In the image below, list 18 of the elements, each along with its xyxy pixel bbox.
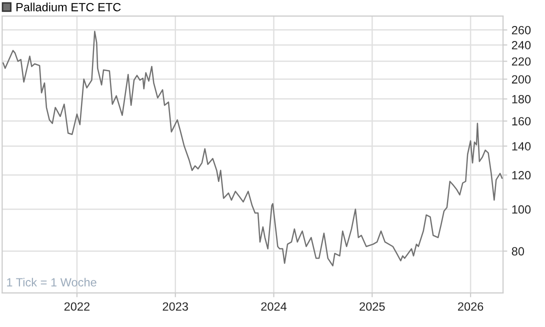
legend-label: Palladium ETC ETC xyxy=(16,2,121,12)
y-tick-label: 120 xyxy=(512,171,531,180)
y-tick-label: 180 xyxy=(512,94,531,104)
y-tick-label: 140 xyxy=(512,142,531,150)
y-tick-label: 240 xyxy=(512,40,531,50)
x-tick-label: 2022 xyxy=(64,302,90,311)
x-tick-label: 2025 xyxy=(360,302,385,311)
x-tick-label: 2026 xyxy=(458,302,484,311)
x-tick-label: 2024 xyxy=(261,302,287,311)
y-tick-label: 260 xyxy=(512,26,531,34)
y-tick-label: 200 xyxy=(512,75,531,84)
y-tick-label: 220 xyxy=(512,57,531,66)
line-series xyxy=(2,30,503,266)
x-tick-label: 2023 xyxy=(162,302,188,311)
annotation: 1 Tick = 1 Woche xyxy=(7,278,96,287)
y-tick-label: 80 xyxy=(512,247,524,256)
y-tick-label: 100 xyxy=(512,205,531,214)
y-tick-label: 160 xyxy=(512,117,531,126)
